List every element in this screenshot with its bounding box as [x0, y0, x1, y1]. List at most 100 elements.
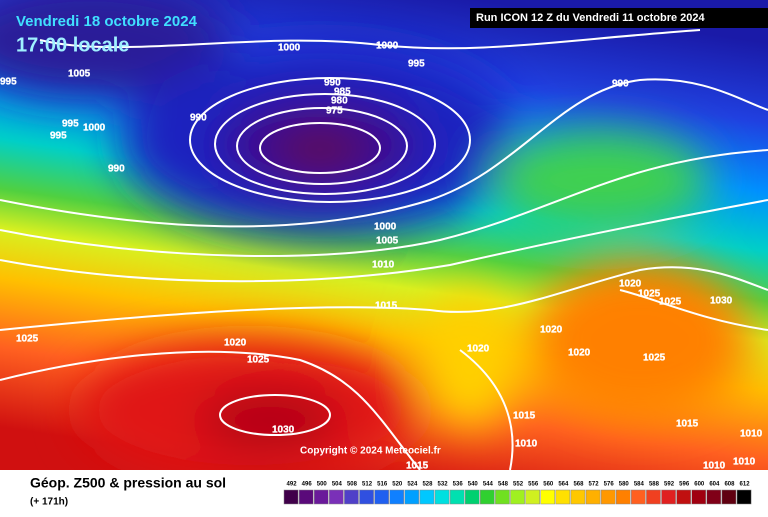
scale-swatch: [691, 489, 707, 505]
isobar-label: 1015: [375, 301, 398, 312]
scale-swatch: [344, 489, 359, 505]
scale-swatch: [525, 489, 540, 505]
scale-label: 604: [709, 482, 720, 488]
isobar-label: 1020: [224, 338, 247, 349]
scale-swatch: [329, 489, 344, 505]
scale-label: 504: [332, 482, 343, 488]
isobar-label: 1030: [710, 296, 733, 307]
scale-label: 596: [679, 482, 690, 488]
isobar: [219, 394, 331, 436]
isobar-label: 1025: [659, 297, 682, 308]
isobar: [214, 93, 436, 195]
isobar-label: 1020: [568, 348, 591, 359]
scale-label: 592: [664, 482, 675, 488]
isobar-label: 1000: [374, 222, 397, 233]
isobar-label: 995: [0, 77, 17, 88]
scale-label: 548: [498, 482, 509, 488]
run-box: [470, 8, 768, 28]
isobar-label: 1005: [376, 236, 399, 247]
scale-label: 576: [604, 482, 615, 488]
isobar-label: 1020: [540, 325, 563, 336]
scale-label: 608: [724, 482, 735, 488]
run-info: Run ICON 12 Z du Vendredi 11 octobre 202…: [476, 12, 706, 24]
low-blob: [0, 0, 230, 100]
legend-title: Géop. Z500 & pression au sol: [30, 475, 226, 491]
isobar: [0, 350, 421, 470]
forecast-date: Vendredi 18 octobre 2024: [16, 13, 198, 30]
scale-label: 536: [453, 482, 464, 488]
isobar: [236, 107, 408, 185]
scale-label: 524: [407, 482, 418, 488]
isobar: [0, 199, 768, 283]
scale-swatch: [615, 489, 631, 505]
scale-swatch: [464, 489, 480, 505]
scale-swatch: [706, 489, 722, 505]
isobar-label: 1025: [16, 334, 39, 345]
isobar: [0, 149, 768, 257]
scale-label: 564: [558, 482, 569, 488]
isobar-label: 990: [190, 113, 207, 124]
scale-label: 588: [649, 482, 660, 488]
scale-swatch: [510, 489, 525, 505]
isobars: [0, 29, 768, 470]
scale-swatch: [359, 489, 374, 505]
scale-swatch: [676, 489, 691, 505]
scale-swatch: [298, 489, 314, 505]
scale-swatch: [313, 489, 329, 505]
isobar-label: 995: [408, 59, 425, 70]
isobar-label: 975: [326, 106, 343, 117]
isobar-label: 1020: [619, 279, 642, 290]
scale-label: 512: [362, 482, 373, 488]
scale-label: 508: [347, 482, 358, 488]
isobar: [0, 266, 768, 331]
scale-label: 528: [422, 482, 433, 488]
scale-swatch: [404, 489, 420, 505]
scale-label: 492: [287, 482, 298, 488]
isobar-label: 1025: [638, 289, 661, 300]
isobar-label: 1005: [68, 69, 91, 80]
scale-label: 544: [483, 482, 494, 488]
isobar-label: 1015: [513, 411, 536, 422]
scale-label: 540: [468, 482, 479, 488]
isobar-label: 990: [324, 78, 341, 89]
scale-label: 568: [573, 482, 584, 488]
isobar-label: 1010: [703, 461, 726, 472]
isobar-label: 1025: [247, 355, 270, 366]
scale-swatch: [600, 489, 616, 505]
scale-swatch: [736, 489, 752, 505]
scale-label: 496: [302, 482, 313, 488]
isobar: [619, 289, 768, 331]
scale-label: 500: [317, 482, 328, 488]
isobar-label: 1025: [643, 353, 666, 364]
scale-swatch: [389, 489, 405, 505]
high-core: [200, 390, 340, 450]
scale-label: 580: [619, 482, 630, 488]
isobar-label: 1015: [676, 419, 699, 430]
scale-label: 552: [513, 482, 524, 488]
scale-label: 572: [589, 482, 600, 488]
isobar-label: 990: [612, 79, 629, 90]
scale-swatch: [721, 489, 737, 505]
lead-time: (+ 171h): [30, 497, 68, 508]
scale-label: 612: [740, 482, 751, 488]
scale-swatch: [449, 489, 465, 505]
scale-label: 584: [634, 482, 645, 488]
scale-swatch: [540, 489, 556, 505]
scale-label: 600: [694, 482, 705, 488]
isobar-label: 1000: [278, 43, 301, 54]
warm-blob: [420, 290, 520, 430]
isobar: [189, 77, 471, 203]
scale-swatch: [419, 489, 435, 505]
isobar-label: 980: [331, 96, 348, 107]
scale-swatch: [631, 489, 646, 505]
scale-label: 516: [377, 482, 388, 488]
scale-swatch: [374, 489, 389, 505]
isobar-label: 1010: [733, 457, 756, 468]
isobar-label: 1010: [372, 260, 395, 271]
isobar-label: 995: [50, 131, 67, 142]
forecast-time: 17:00 locale: [16, 34, 129, 56]
isobar-label: 985: [334, 87, 351, 98]
